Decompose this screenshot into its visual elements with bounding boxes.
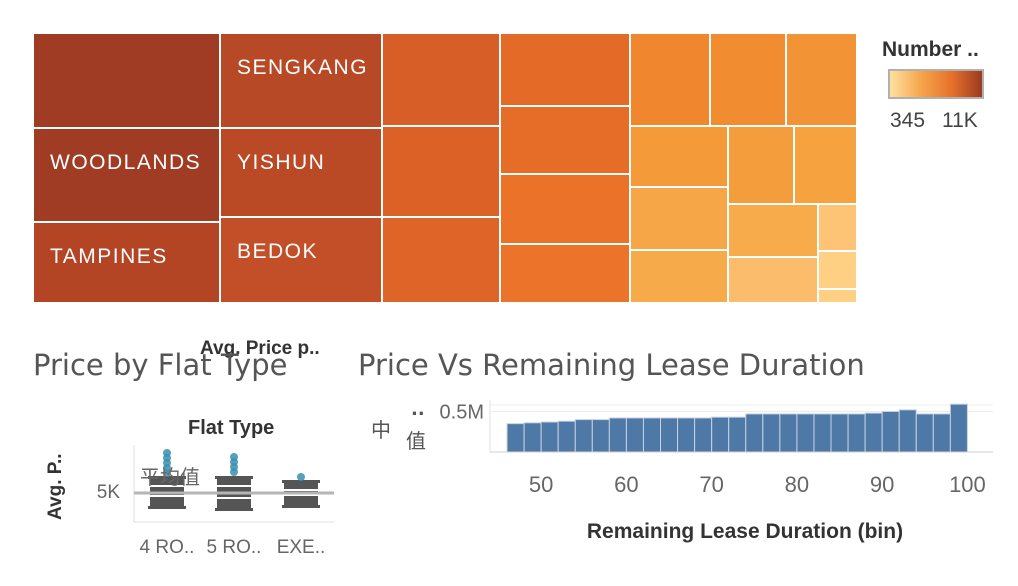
treemap-cell[interactable] [630, 33, 710, 126]
treemap-cell[interactable] [794, 126, 857, 204]
treemap-cell[interactable] [33, 33, 220, 128]
treemap-cell-sengkang[interactable]: SENGKANG [220, 33, 382, 128]
lease-bar[interactable] [949, 403, 968, 453]
treemap-cell[interactable] [728, 257, 818, 303]
treemap-cell[interactable] [818, 204, 857, 251]
lease-bar[interactable] [591, 419, 610, 453]
lease-bar[interactable] [762, 413, 781, 453]
legend-min-label: 345 [890, 109, 926, 132]
box-whisker-cap[interactable] [282, 480, 320, 483]
lease-x-tick: 100 [949, 472, 986, 497]
lease-bar[interactable] [830, 413, 849, 453]
treemap-cell[interactable] [710, 33, 786, 126]
box-whisker-cap[interactable] [215, 508, 253, 511]
treemap-cell[interactable] [630, 250, 728, 303]
lease-bar[interactable] [847, 413, 866, 453]
treemap-cell[interactable] [818, 251, 857, 289]
treemap-cell[interactable] [500, 244, 630, 303]
lease-y-tick: 0.5M [440, 401, 484, 423]
box-outlier-point[interactable] [230, 468, 238, 476]
lease-x-axis-label: Remaining Lease Duration (bin) [587, 520, 903, 543]
treemap-cell-label: BEDOK [237, 240, 319, 263]
treemap-cell[interactable] [786, 33, 857, 126]
treemap-cell-woodlands[interactable]: WOODLANDS [33, 128, 220, 222]
lease-bar[interactable] [915, 413, 934, 453]
lease-y-label-char-1: 中 [371, 418, 391, 442]
box-overlap-title: Avg. Price p.. [200, 338, 320, 359]
lease-bar[interactable] [779, 413, 798, 453]
box-category-label: 4 RO.. [140, 537, 195, 558]
treemap-cell-bedok[interactable]: BEDOK [220, 217, 382, 303]
box-outlier-point[interactable] [163, 469, 171, 477]
treemap-cell-label: WOODLANDS [50, 151, 202, 174]
lease-y-label-char-2: 值 [406, 429, 426, 453]
treemap-cell-label: SENGKANG [237, 56, 369, 79]
lease-bar[interactable] [796, 413, 815, 453]
lease-y-label-char-3: .. [411, 399, 425, 420]
lease-x-tick: 50 [529, 472, 553, 497]
lease-x-tick: 70 [699, 472, 723, 497]
lease-bar[interactable] [557, 420, 576, 453]
lease-bar[interactable] [660, 417, 679, 453]
lease-x-tick: 60 [614, 472, 638, 497]
box-whisker-cap[interactable] [148, 506, 186, 509]
legend-color-ramp [888, 69, 984, 99]
box-whisker-cap[interactable] [282, 505, 320, 508]
legend-max-label: 11K [942, 109, 978, 132]
lease-bar[interactable] [813, 413, 832, 453]
lease-bar[interactable] [608, 417, 627, 453]
average-reference-label: 平均值 [140, 465, 200, 489]
box-category-label: EXE.. [277, 537, 326, 558]
treemap-cell[interactable] [382, 126, 500, 217]
box-y-tick-5k: 5K [97, 482, 121, 503]
lease-bar[interactable] [506, 423, 525, 453]
flat-type-header: Flat Type [188, 417, 275, 439]
legend-title: Number .. [882, 38, 979, 61]
treemap-cell[interactable] [382, 217, 500, 303]
lease-bar[interactable] [574, 419, 593, 453]
treemap-cell-yishun[interactable]: YISHUN [220, 128, 382, 217]
lease-bar[interactable] [932, 413, 951, 453]
lease-bar[interactable] [898, 409, 917, 453]
lease-bar[interactable] [677, 417, 696, 453]
box-whisker-cap[interactable] [148, 476, 186, 479]
treemap-cell[interactable] [630, 126, 728, 187]
box-outlier-point[interactable] [297, 473, 305, 481]
lease-x-tick: 90 [870, 472, 894, 497]
lease-x-tick: 80 [785, 472, 809, 497]
lease-bar[interactable] [745, 413, 764, 453]
lease-bar[interactable] [694, 417, 713, 453]
lease-bar[interactable] [625, 417, 644, 453]
lease-bar[interactable] [864, 412, 883, 453]
treemap-cell[interactable] [500, 33, 630, 106]
treemap-cell[interactable] [500, 174, 630, 244]
treemap-cell[interactable] [382, 33, 500, 126]
treemap-cell-label: TAMPINES [50, 245, 168, 268]
box-chart-title: Price by Flat Type [33, 348, 288, 382]
treemap-cell-tampines[interactable]: TAMPINES [33, 222, 220, 303]
treemap-cell[interactable] [500, 106, 630, 174]
treemap-cell[interactable] [728, 126, 794, 204]
box-plot-area[interactable]: 平均值 5K 4 RO.. 5 RO.. EXE.. [0, 0, 360, 586]
lease-chart-title: Price Vs Remaining Lease Duration [358, 348, 865, 382]
lease-bar[interactable] [711, 416, 730, 453]
treemap-cell-label: YISHUN [237, 151, 326, 174]
treemap-cell[interactable] [818, 289, 857, 303]
lease-bar[interactable] [540, 421, 559, 453]
treemap-cell[interactable] [630, 187, 728, 250]
treemap-cell[interactable] [728, 204, 818, 257]
lease-bar[interactable] [881, 410, 900, 453]
lease-bar[interactable] [728, 416, 747, 453]
box-whisker-cap[interactable] [215, 476, 253, 479]
treemap[interactable]: WOODLANDS TAMPINES SENGKANG YISHUN BEDOK [33, 33, 857, 303]
box-category-label: 5 RO.. [207, 537, 262, 558]
lease-bar[interactable] [523, 422, 542, 453]
lease-bar[interactable] [642, 417, 662, 453]
